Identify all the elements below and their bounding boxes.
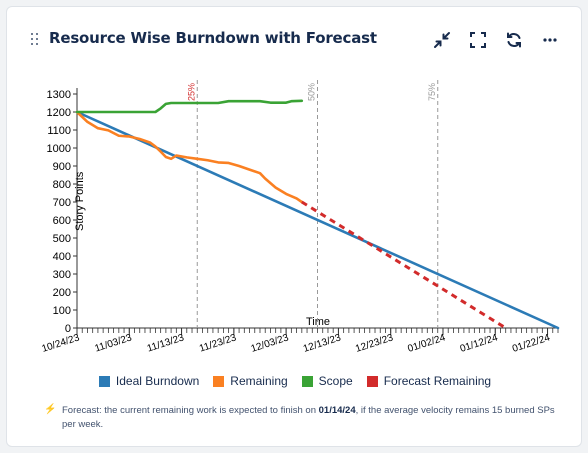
legend-item[interactable]: Ideal Burndown [98, 374, 200, 388]
forecast-note: ⚡ Forecast: the current remaining work i… [44, 404, 555, 430]
series-line-forecast-remaining [301, 200, 507, 330]
y-tick-label: 700 [53, 197, 71, 209]
x-tick-label: 01/12/24 [459, 332, 500, 355]
y-tick-label: 1000 [47, 143, 71, 155]
forecast-date: 01/14/24 [318, 405, 356, 416]
legend-swatch [98, 375, 110, 387]
y-axis-title: Story Points [74, 171, 86, 231]
marker-label: 25% [186, 83, 196, 101]
lightning-icon: ⚡ [44, 404, 57, 415]
y-tick-label: 1300 [47, 89, 71, 101]
widget-toolbar [431, 29, 561, 51]
x-tick-label: 10/24/23 [40, 332, 81, 355]
legend-item[interactable]: Scope [301, 374, 353, 388]
series-line-remaining [75, 110, 304, 204]
x-tick-label: 12/13/23 [302, 332, 343, 355]
widget-title: Resource Wise Burndown with Forecast [49, 29, 377, 47]
chart-legend: Ideal Burndown Remaining Scope Forecast Rem… [7, 374, 583, 388]
y-tick-label: 1200 [47, 107, 71, 119]
y-tick-label: 800 [53, 179, 71, 191]
drag-handle-icon[interactable] [31, 33, 41, 47]
x-tick-label: 11/13/23 [146, 332, 186, 354]
y-tick-label: 500 [53, 233, 71, 245]
y-tick-label: 200 [53, 287, 71, 299]
collapse-arrows-icon[interactable] [431, 29, 453, 51]
legend-swatch [366, 375, 378, 387]
y-tick-label: 900 [53, 161, 71, 173]
legend-label: Ideal Burndown [115, 374, 200, 388]
y-tick-label: 0 [65, 323, 71, 335]
x-tick-label: 11/23/23 [198, 332, 238, 354]
fullscreen-icon[interactable] [467, 29, 489, 51]
legend-label: Remaining [230, 374, 288, 388]
burndown-chart: 0 100 200 300 400 500 600 700 800 900 1000 1100 1200… [40, 80, 560, 355]
legend-label: Scope [318, 374, 353, 388]
x-tick-label: 12/23/23 [354, 332, 395, 355]
series-line-scope [75, 99, 304, 114]
y-tick-label: 1100 [47, 125, 71, 137]
legend-label: Forecast Remaining [383, 374, 492, 388]
marker-label: 50% [307, 83, 317, 101]
y-tick-label: 100 [53, 305, 71, 317]
legend-swatch [213, 375, 225, 387]
legend-swatch [301, 375, 313, 387]
x-tick-label: 01/22/24 [511, 332, 552, 355]
legend-item[interactable]: Remaining [213, 374, 288, 388]
refresh-icon[interactable] [503, 29, 525, 51]
y-tick-label: 400 [53, 251, 71, 263]
x-tick-label: 01/02/24 [406, 332, 447, 355]
y-tick-label: 600 [53, 215, 71, 227]
y-tick-label: 300 [53, 269, 71, 281]
burndown-widget: Resource Wise Burndown with Forecast [6, 6, 582, 447]
marker-label: 75% [427, 83, 437, 101]
x-tick-label: 12/03/23 [250, 332, 291, 355]
more-horizontal-icon[interactable] [539, 29, 561, 51]
x-tick-label: 11/03/23 [93, 332, 133, 354]
legend-item[interactable]: Forecast Remaining [366, 374, 492, 388]
